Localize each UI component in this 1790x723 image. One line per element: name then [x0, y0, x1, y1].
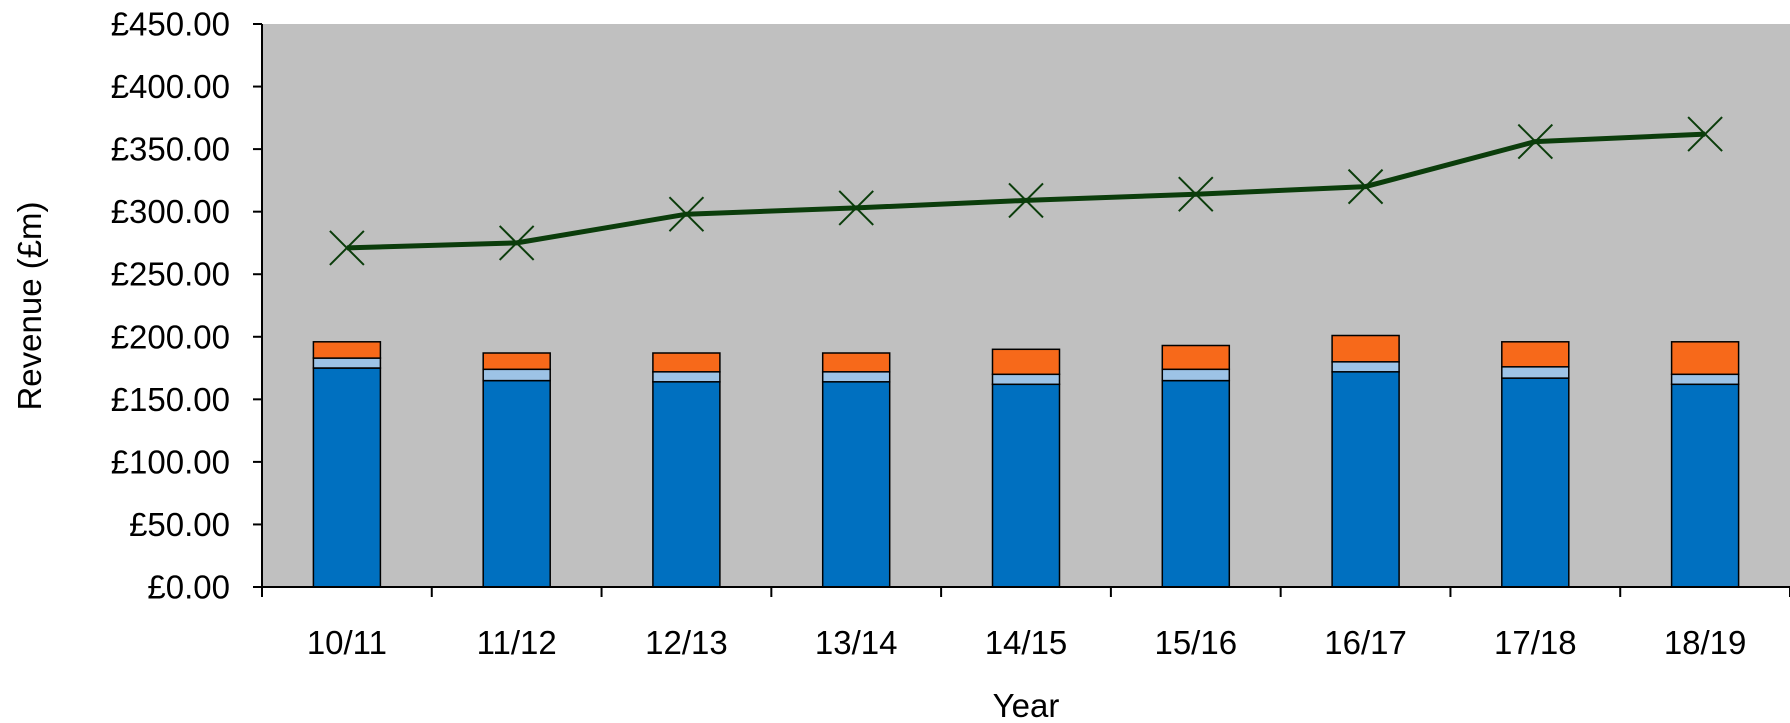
- x-tick-label: 11/12: [477, 624, 557, 661]
- bar-segment: [1161, 379, 1231, 588]
- y-tick-label: £150.00: [111, 381, 230, 418]
- line-series: [329, 116, 1723, 266]
- bar-segment: [1670, 341, 1740, 376]
- y-tick-label: £400.00: [111, 68, 230, 105]
- x-tick-label: 17/18: [1494, 624, 1577, 661]
- bar-segment: [1670, 383, 1740, 588]
- y-tick-label: £0.00: [147, 569, 230, 606]
- y-tick-label: £100.00: [111, 443, 230, 480]
- x-tick-label: 16/17: [1324, 624, 1407, 661]
- bar-segment: [1161, 344, 1231, 371]
- x-axis-title: Year: [993, 687, 1060, 723]
- bar-segment: [1331, 334, 1400, 363]
- y-tick-label: £350.00: [111, 131, 230, 168]
- y-tick-label: £250.00: [111, 256, 230, 293]
- bar-segment: [1161, 368, 1231, 382]
- bar-segment: [312, 367, 382, 588]
- bar-segment: [312, 341, 382, 359]
- y-tick-label: £450.00: [111, 6, 230, 43]
- bar-segment: [991, 383, 1061, 588]
- bar-segment: [1670, 373, 1740, 386]
- bar-segment: [652, 352, 721, 373]
- y-tick-labels: £0.00 £50.00 £100.00 £150.00 £200.00 £250.00 £…: [111, 6, 230, 606]
- bar-segment: [1501, 366, 1570, 379]
- x-tick-labels: 10/11 11/12 12/13 13/14 14/15 15/16 16/17 17/18…: [307, 624, 1747, 661]
- axes: [253, 23, 1790, 597]
- line-marker: [1178, 176, 1214, 212]
- x-tick-label: 14/15: [985, 624, 1068, 661]
- bar-segment: [991, 373, 1061, 386]
- bar-segment: [1331, 361, 1400, 373]
- line-marker: [329, 230, 365, 266]
- y-tick-label: £50.00: [129, 506, 230, 543]
- x-tick-label: 18/19: [1664, 624, 1747, 661]
- bar-segment: [821, 352, 891, 373]
- y-axis-title: Revenue (£m): [11, 201, 48, 410]
- bars: [312, 334, 1740, 588]
- bar-segment: [482, 368, 551, 382]
- line-marker: [498, 225, 535, 261]
- bar-segment: [482, 352, 551, 371]
- bar-segment: [312, 357, 382, 369]
- line-marker: [668, 196, 705, 232]
- bar-segment: [1331, 371, 1400, 588]
- bar-segment: [1501, 377, 1570, 588]
- bar-segment: [991, 348, 1061, 376]
- bar-segment: [652, 371, 721, 383]
- line-marker: [1687, 116, 1723, 152]
- bar-segment: [821, 381, 891, 588]
- line-marker: [1517, 123, 1554, 160]
- bar-segment: [821, 371, 891, 383]
- bar-segment: [652, 381, 721, 588]
- line-marker: [1347, 168, 1384, 205]
- x-tick-label: 10/11: [307, 624, 387, 661]
- x-tick-label: 12/13: [645, 624, 728, 661]
- bar-segment: [1501, 341, 1570, 368]
- line-marker: [838, 190, 874, 226]
- y-tick-label: £300.00: [111, 193, 230, 230]
- line-marker: [1008, 182, 1044, 219]
- y-tick-label: £200.00: [111, 318, 230, 355]
- x-tick-label: 15/16: [1154, 624, 1237, 661]
- bar-segment: [482, 379, 551, 588]
- x-tick-label: 13/14: [815, 624, 898, 661]
